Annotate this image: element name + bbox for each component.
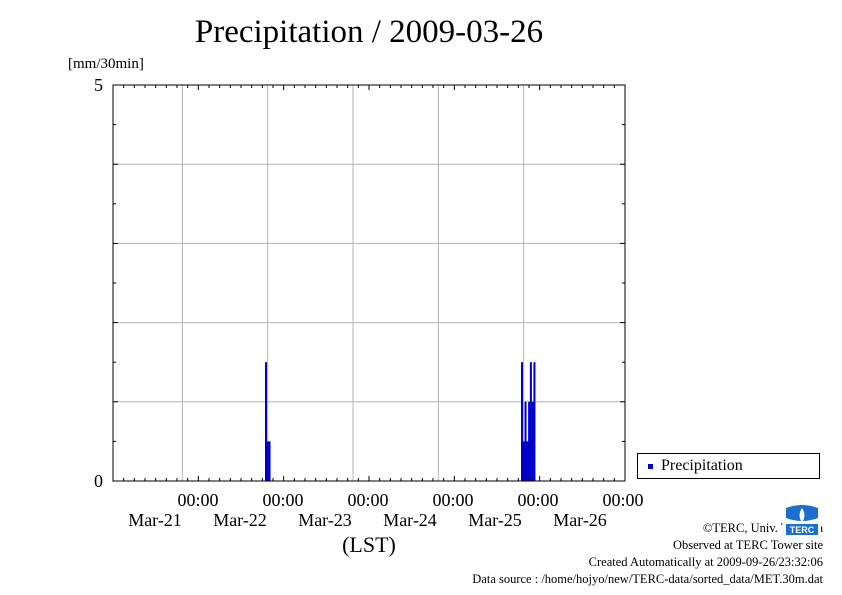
y-tick-label: 0 — [94, 471, 103, 491]
axis-labels: 00:005000:00Mar-2100:00Mar-2200:00Mar-23… — [94, 75, 644, 557]
precipitation-bar — [522, 441, 525, 481]
x-tick-date-label: Mar-22 — [213, 510, 267, 530]
axis-ticks — [112, 84, 626, 482]
precipitation-bar — [526, 441, 529, 481]
legend: Precipitation — [637, 453, 820, 479]
x-tick-date-label: Mar-24 — [383, 510, 437, 530]
precipitation-bars — [265, 362, 536, 481]
x-tick-date-label: Mar-23 — [298, 510, 352, 530]
x-tick-time-label: 00:00 — [602, 490, 643, 510]
svg-text:TERC: TERC — [790, 525, 815, 535]
terc-logo-icon: TERC — [783, 504, 821, 538]
y-axis-unit-label: [mm/30min] — [68, 56, 144, 72]
precipitation-bar — [529, 362, 532, 481]
precipitation-bar — [268, 441, 271, 481]
precipitation-bar — [528, 441, 531, 481]
precipitation-bar — [533, 362, 536, 481]
precipitation-bar — [265, 362, 267, 481]
observed-text: Observed at TERC Tower site — [672, 538, 823, 552]
data-source-text: Data source : /home/hojyo/new/TERC-data/… — [472, 572, 823, 586]
precipitation-bar — [266, 441, 269, 481]
x-tick-date-label: Mar-21 — [128, 510, 182, 530]
x-tick-time-label: 00:00 — [517, 490, 558, 510]
x-tick-time-label: 00:00 — [177, 490, 218, 510]
x-tick-time-label: 00:00 — [347, 490, 388, 510]
plot-frame — [112, 84, 626, 482]
precipitation-bar — [521, 362, 523, 481]
x-tick-date-label: Mar-26 — [553, 510, 607, 530]
y-tick-label: 5 — [94, 75, 103, 95]
x-tick-time-label: 00:00 — [262, 490, 303, 510]
x-tick-time-label: 00:00 — [432, 490, 473, 510]
precipitation-bar — [524, 441, 527, 481]
precipitation-bar — [531, 401, 534, 481]
legend-swatch — [648, 463, 653, 469]
legend-label: Precipitation — [661, 457, 743, 474]
created-text: Created Automatically at 2009-09-26/23:3… — [588, 555, 823, 569]
x-tick-date-label: Mar-25 — [468, 510, 522, 530]
chart-title: Precipitation / 2009-03-26 — [194, 14, 544, 50]
grid-lines — [113, 85, 625, 481]
x-axis-label: (LST) — [342, 532, 396, 557]
